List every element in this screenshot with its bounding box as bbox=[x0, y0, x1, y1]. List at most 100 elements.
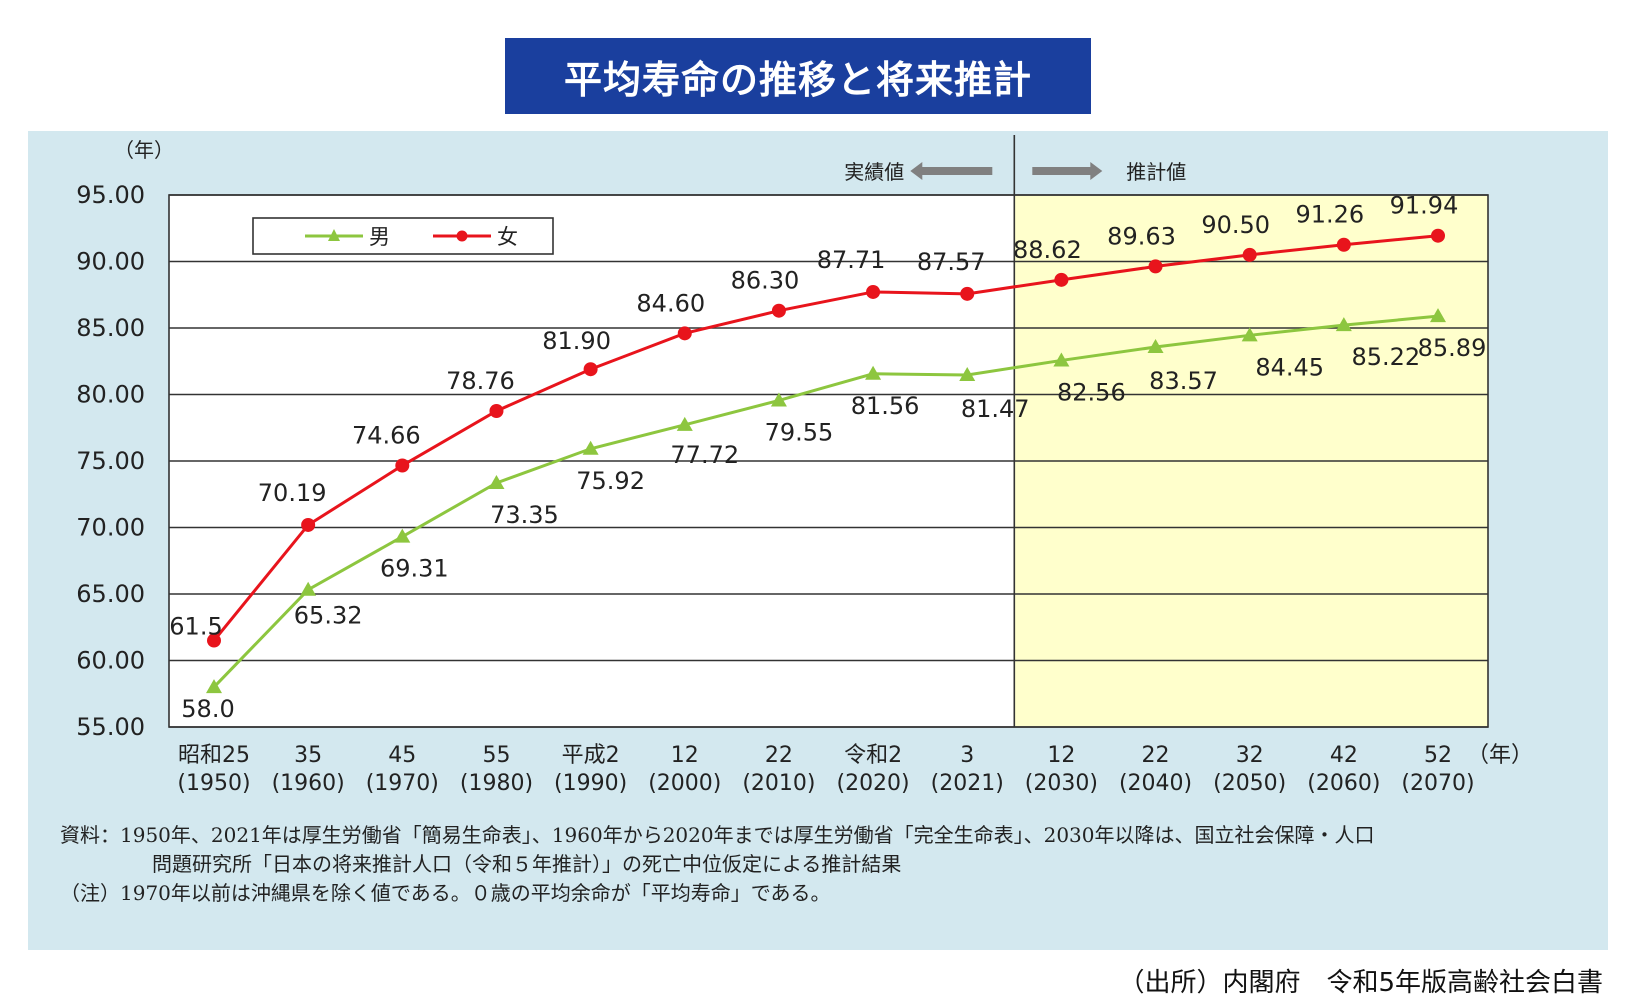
legend-marker-male bbox=[328, 229, 340, 241]
actual-label: 実績値 bbox=[844, 160, 904, 184]
female-data-label: 61.5 bbox=[169, 613, 222, 641]
male-data-label: 79.55 bbox=[765, 418, 834, 446]
x-tick-year: (2020) bbox=[836, 771, 909, 796]
projected-label: 推計値 bbox=[1126, 160, 1186, 184]
x-tick-label: 22 bbox=[765, 743, 793, 768]
female-data-point bbox=[1336, 237, 1351, 252]
male-data-point bbox=[770, 392, 787, 407]
female-data-point bbox=[1431, 228, 1445, 243]
male-data-label: 77.72 bbox=[670, 441, 739, 469]
male-data-point bbox=[1147, 339, 1164, 354]
source-citation: （出所）内閣府 令和5年版高齢社会白書 bbox=[1118, 968, 1603, 998]
x-tick-year: (2060) bbox=[1307, 771, 1380, 796]
x-tick-label: 12 bbox=[1047, 743, 1075, 768]
x-tick-label: 3 bbox=[960, 743, 974, 768]
female-data-point bbox=[1148, 259, 1163, 274]
male-data-label: 81.47 bbox=[961, 395, 1030, 423]
female-data-point bbox=[395, 458, 410, 473]
male-data-label: 73.35 bbox=[490, 501, 559, 529]
x-tick-label: 昭和25 bbox=[178, 743, 250, 768]
x-tick-year: (1970) bbox=[366, 771, 439, 796]
x-tick-year: (2040) bbox=[1119, 771, 1192, 796]
male-data-point bbox=[1053, 352, 1070, 367]
male-data-label: 75.92 bbox=[576, 467, 645, 495]
y-tick-label: 85.00 bbox=[76, 314, 145, 342]
note-caveat: （注）1970年以前は沖縄県を除く値である。０歳の平均余命が「平均寿命」である。 bbox=[60, 881, 831, 905]
y-tick-label: 70.00 bbox=[76, 514, 145, 542]
male-data-label: 65.32 bbox=[294, 602, 363, 630]
female-data-label: 70.19 bbox=[258, 479, 327, 507]
x-tick-year: (1980) bbox=[460, 771, 533, 796]
x-tick-label: 52 bbox=[1424, 743, 1452, 768]
female-data-label: 84.60 bbox=[636, 289, 705, 317]
male-data-label: 69.31 bbox=[380, 555, 449, 583]
female-data-label: 91.26 bbox=[1295, 201, 1364, 229]
male-data-label: 82.56 bbox=[1057, 378, 1126, 406]
x-tick-year: (2070) bbox=[1401, 771, 1474, 796]
female-data-label: 87.71 bbox=[817, 246, 886, 274]
legend-label: 男 bbox=[369, 225, 390, 249]
x-tick-label: 42 bbox=[1330, 743, 1358, 768]
y-tick-label: 65.00 bbox=[76, 580, 145, 608]
male-data-label: 85.22 bbox=[1351, 343, 1420, 371]
male-data-point bbox=[1430, 308, 1446, 323]
male-data-label: 58.0 bbox=[181, 695, 234, 723]
male-data-point bbox=[865, 365, 882, 380]
y-tick-label: 55.00 bbox=[76, 713, 145, 741]
male-data-point bbox=[959, 366, 976, 381]
female-data-label: 89.63 bbox=[1107, 222, 1176, 250]
chart-panel: 95.00 90.00 85.00 80.00 75.00 70.00 65.00 60.00… bbox=[28, 131, 1608, 950]
y-tick-label: 90.00 bbox=[76, 248, 145, 276]
male-data-point bbox=[394, 528, 411, 543]
x-tick-year: (2030) bbox=[1025, 771, 1098, 796]
male-data-point bbox=[300, 581, 317, 596]
right-arrow-icon bbox=[1032, 162, 1103, 180]
female-data-label: 81.90 bbox=[542, 327, 611, 355]
female-data-label: 86.30 bbox=[731, 267, 800, 295]
x-tick-year: (2050) bbox=[1213, 771, 1286, 796]
male-data-point bbox=[488, 474, 505, 489]
life-expectancy-chart: 95.00 90.00 85.00 80.00 75.00 70.00 65.00 60.00… bbox=[76, 135, 1533, 796]
male-data-label: 81.56 bbox=[851, 392, 920, 420]
female-data-point bbox=[771, 303, 786, 318]
x-tick-year: (2010) bbox=[742, 771, 815, 796]
female-data-point bbox=[960, 286, 975, 301]
note-source-line2: 問題研究所「日本の将来推計人口（令和５年推計）」の死亡中位仮定による推計結果 bbox=[152, 852, 902, 876]
left-arrow-icon bbox=[910, 162, 993, 180]
x-tick-year: (2000) bbox=[648, 771, 721, 796]
female-data-label: 90.50 bbox=[1201, 211, 1270, 239]
female-data-point bbox=[866, 284, 881, 299]
female-data-point bbox=[1242, 247, 1257, 262]
female-data-label: 91.94 bbox=[1390, 192, 1459, 220]
x-tick-year: (1960) bbox=[272, 771, 345, 796]
x-tick-label: 32 bbox=[1236, 743, 1264, 768]
x-tick-year: (1950) bbox=[177, 771, 250, 796]
x-tick-label: 平成2 bbox=[562, 743, 620, 768]
x-tick-label: 12 bbox=[671, 743, 699, 768]
male-data-label: 84.45 bbox=[1255, 353, 1324, 381]
male-data-point bbox=[582, 440, 599, 455]
female-data-point bbox=[1054, 272, 1069, 287]
series-line-female bbox=[212, 234, 1439, 642]
male-data-label: 85.89 bbox=[1418, 334, 1487, 362]
x-tick-label: 令和2 bbox=[844, 743, 902, 768]
female-data-label: 78.76 bbox=[446, 367, 515, 395]
y-axis-unit: （年） bbox=[114, 138, 174, 162]
x-tick-label: 22 bbox=[1142, 743, 1170, 768]
legend-marker-female bbox=[456, 230, 468, 242]
female-data-point bbox=[301, 517, 316, 532]
female-data-label: 74.66 bbox=[352, 422, 421, 450]
male-data-point bbox=[676, 416, 693, 431]
x-tick-label: 45 bbox=[388, 743, 416, 768]
x-tick-year: (2021) bbox=[931, 771, 1004, 796]
male-data-point bbox=[1241, 327, 1258, 342]
male-data-point bbox=[1335, 317, 1352, 332]
x-tick-label: 55 bbox=[482, 743, 510, 768]
female-data-point bbox=[677, 326, 692, 341]
y-tick-label: 75.00 bbox=[76, 447, 145, 475]
male-data-label: 83.57 bbox=[1149, 367, 1218, 395]
female-data-label: 88.62 bbox=[1013, 236, 1082, 264]
y-tick-label: 60.00 bbox=[76, 647, 145, 675]
y-tick-label: 80.00 bbox=[76, 381, 145, 409]
female-data-point bbox=[489, 403, 504, 418]
